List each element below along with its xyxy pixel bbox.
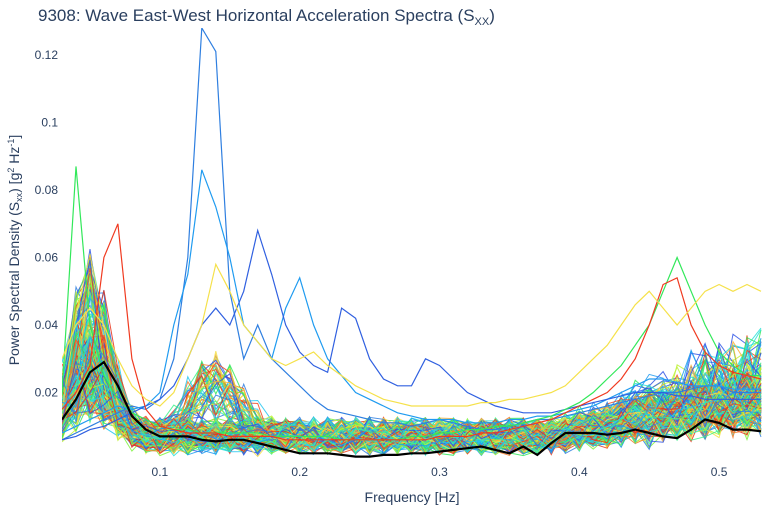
chart-title-close: ) (489, 6, 495, 25)
x-tick-label: 0.3 (431, 465, 448, 479)
highlight-spectrum-line (62, 262, 762, 407)
spectrum-line (62, 334, 762, 452)
y-axis-label-mid: ) [g (6, 173, 22, 193)
y-axis-ticks: 0.02 0.04 0.06 0.08 0.1 0.12 (35, 48, 59, 400)
spectrum-line (62, 268, 762, 453)
plot-area (62, 28, 762, 458)
mean-spectrum-line (62, 360, 762, 458)
y-tick-label: 0.06 (35, 251, 59, 265)
highlight-spectrum-line (62, 228, 761, 441)
spectrum-line (62, 355, 762, 456)
highlight-spectrum-line (62, 223, 762, 441)
spectrum-line (62, 348, 762, 453)
x-tick-label: 0.2 (291, 465, 308, 479)
chart-title: 9308: Wave East-West Horizontal Accelera… (38, 6, 495, 28)
chart-title-subscript: XX (475, 16, 490, 28)
x-axis-ticks: 0.1 0.2 0.3 0.4 0.5 (152, 465, 728, 479)
y-tick-label: 0.02 (35, 386, 59, 400)
y-tick-label: 0.04 (35, 318, 59, 332)
y-axis-label-subscript: xx (14, 192, 24, 202)
mean-spectrum (62, 360, 762, 458)
highlight-spectrum-line (62, 166, 761, 441)
y-tick-label: 0.1 (41, 116, 58, 130)
background-spectra (62, 249, 762, 458)
y-axis-label-close: ] (6, 135, 22, 139)
highlight-spectrum-line (62, 28, 761, 441)
spectrum-line (62, 369, 762, 455)
y-axis-label-hz: Hz (6, 147, 22, 168)
chart-title-main: 9308: Wave East-West Horizontal Accelera… (38, 6, 475, 25)
highlight-spectra (62, 28, 762, 441)
spectrum-line (62, 342, 762, 448)
x-axis-label: Frequency [Hz] (365, 489, 460, 505)
x-tick-label: 0.4 (571, 465, 588, 479)
y-axis-label: Power Spectral Density (Sxx) [g2 Hz-1] (6, 135, 24, 366)
highlight-spectrum-line (62, 169, 761, 434)
spectrum-line (62, 335, 762, 451)
x-tick-label: 0.5 (711, 465, 728, 479)
y-axis-label-sup-inverse: -1 (6, 139, 16, 147)
y-axis-label-sup-squared: 2 (6, 168, 16, 173)
spectrum-line (62, 330, 762, 455)
y-tick-label: 0.12 (35, 48, 59, 62)
x-tick-label: 0.1 (152, 465, 169, 479)
y-tick-label: 0.08 (35, 183, 59, 197)
y-axis-label-main: Power Spectral Density (S (6, 202, 22, 365)
